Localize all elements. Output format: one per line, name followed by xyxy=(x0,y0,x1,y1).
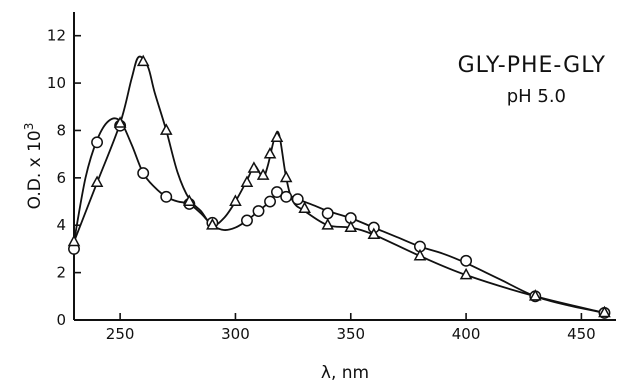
x-axis-title: λ, nm xyxy=(321,363,369,383)
series-1-point xyxy=(321,207,334,220)
series-2-point xyxy=(528,289,542,301)
series-2-point xyxy=(113,116,127,128)
series-2-point xyxy=(270,130,284,142)
plot-frame xyxy=(73,12,616,321)
x-tick-label: 350 xyxy=(336,325,365,343)
series-2-point xyxy=(263,147,277,159)
series-1-point xyxy=(137,167,150,180)
series-1-point xyxy=(280,190,293,203)
series-2-point xyxy=(183,194,196,206)
y-axis-title-text: O.D. x 10 xyxy=(25,130,45,209)
series-2-point xyxy=(298,201,311,214)
series-2-point xyxy=(598,305,611,318)
series-2-point xyxy=(344,220,358,232)
x-tick-label: 450 xyxy=(567,325,596,343)
series-1-point xyxy=(460,254,473,267)
y-tick-label: 10 xyxy=(47,74,66,92)
y-tick-label: 8 xyxy=(56,121,66,139)
series-1-point xyxy=(291,193,304,206)
series-2-point xyxy=(367,227,381,240)
series-2-point xyxy=(136,54,150,67)
series-2-point xyxy=(229,194,242,206)
x-ticks: 250 300 350 400 450 xyxy=(106,313,596,343)
series-2-point xyxy=(256,168,270,180)
series-1-point xyxy=(264,195,276,208)
y-tick-label: 0 xyxy=(56,311,66,329)
annotation-compound: GLY-PHE-GLY xyxy=(458,53,606,78)
y-tick-label: 4 xyxy=(56,216,66,234)
series-1-point xyxy=(252,205,265,217)
series-2-point xyxy=(279,170,293,183)
series-1-point xyxy=(271,186,283,199)
series-2-point xyxy=(321,218,334,230)
series-2-point xyxy=(90,175,104,187)
y-axis-title-superscript: 3 xyxy=(22,123,36,131)
y-tick-label: 6 xyxy=(56,169,66,187)
y-ticks: 0 2 4 6 8 10 12 xyxy=(47,27,81,329)
x-tick-label: 400 xyxy=(452,325,481,343)
series-2-point xyxy=(159,123,173,135)
series-2-point xyxy=(413,248,427,261)
series-1-line xyxy=(73,117,605,314)
y-tick-label: 12 xyxy=(47,27,66,45)
series-2-point xyxy=(67,234,81,247)
series-2-point xyxy=(240,175,254,187)
y-tick-label: 2 xyxy=(56,264,66,282)
series-markers xyxy=(67,54,611,319)
series-2-point xyxy=(247,161,261,173)
x-tick-label: 250 xyxy=(106,325,135,343)
series-1-point xyxy=(91,136,104,149)
series-1-point xyxy=(160,190,173,203)
annotation-ph: pH 5.0 xyxy=(507,86,566,107)
series-1-point xyxy=(241,214,253,227)
x-tick-label: 300 xyxy=(221,325,250,343)
series-2-point xyxy=(206,218,219,230)
series-2-point xyxy=(459,267,473,280)
y-axis-title: O.D. x 103 xyxy=(22,123,45,210)
